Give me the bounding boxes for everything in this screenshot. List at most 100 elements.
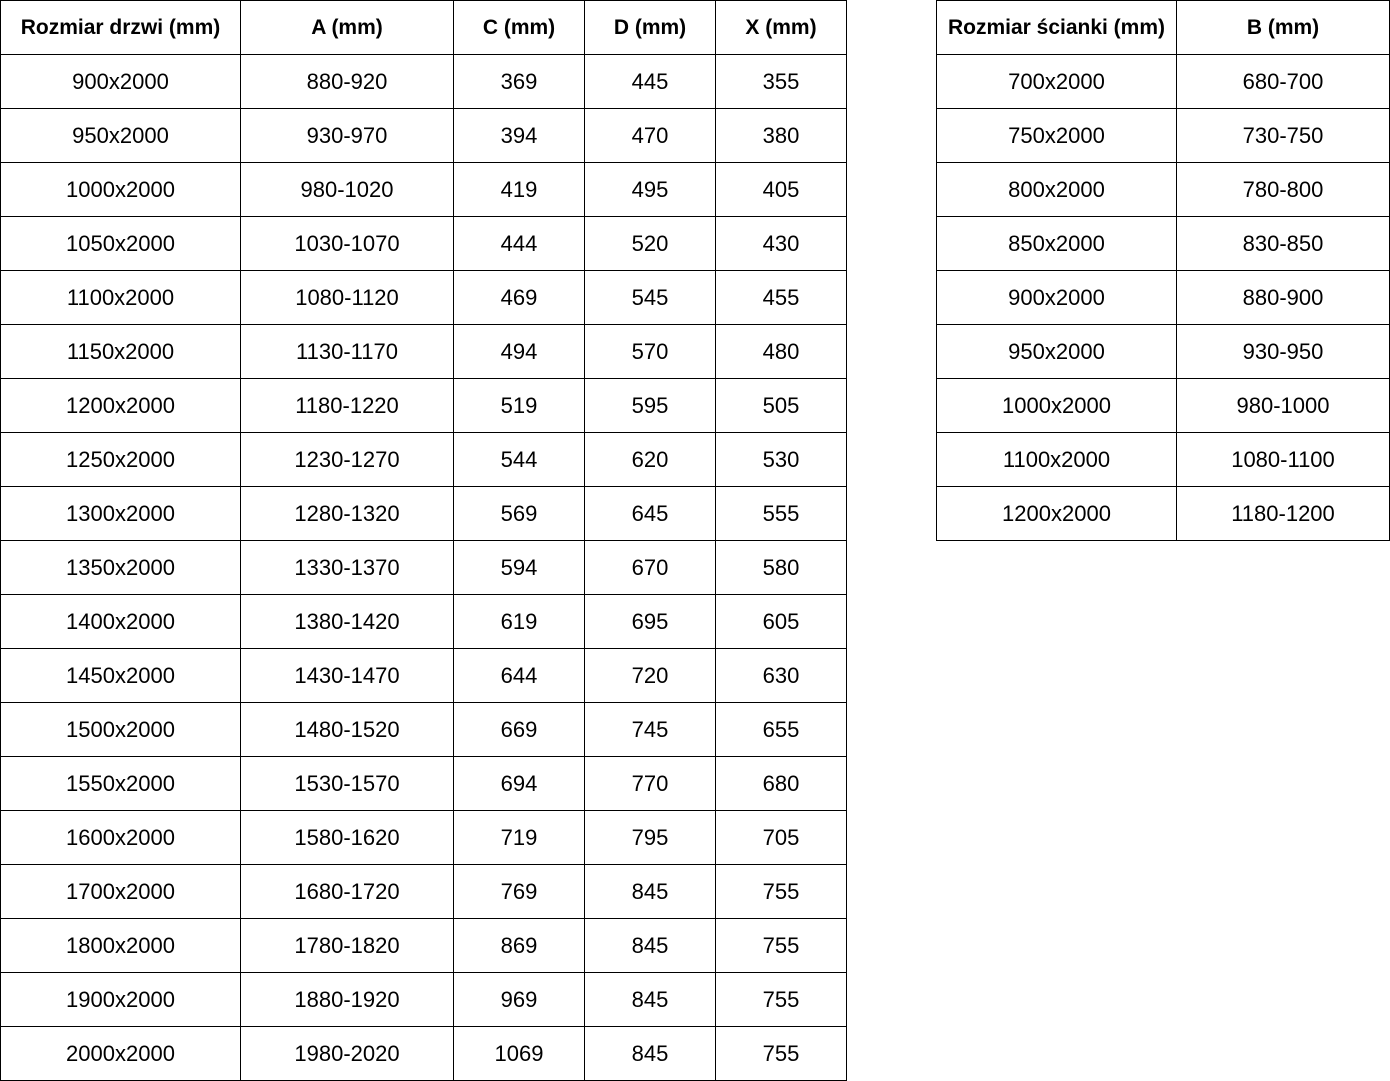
table-cell: 980-1020 bbox=[240, 162, 454, 217]
table-cell: 545 bbox=[584, 270, 716, 325]
table-cell: 355 bbox=[715, 54, 847, 109]
table-cell: 755 bbox=[715, 972, 847, 1027]
table-row: 1250x2000 1230-1270 544 620 530 bbox=[0, 432, 847, 487]
table-cell: 505 bbox=[715, 378, 847, 433]
table-cell: 1050x2000 bbox=[0, 216, 241, 271]
table-cell: 630 bbox=[715, 648, 847, 703]
table-cell: 620 bbox=[584, 432, 716, 487]
table-cell: 1250x2000 bbox=[0, 432, 241, 487]
table-cell: 720 bbox=[584, 648, 716, 703]
table-row: 1000x2000 980-1020 419 495 405 bbox=[0, 162, 847, 217]
table-cell: 869 bbox=[453, 918, 585, 973]
column-header: B (mm) bbox=[1176, 0, 1390, 55]
table-cell: 569 bbox=[453, 486, 585, 541]
table-cell: 1800x2000 bbox=[0, 918, 241, 973]
table-cell: 830-850 bbox=[1176, 216, 1390, 271]
table-row: 1150x2000 1130-1170 494 570 480 bbox=[0, 324, 847, 379]
table-cell: 445 bbox=[584, 54, 716, 109]
table-cell: 845 bbox=[584, 1026, 716, 1081]
table-cell: 469 bbox=[453, 270, 585, 325]
table-row: 700x2000 680-700 bbox=[936, 54, 1390, 109]
table-cell: 1380-1420 bbox=[240, 594, 454, 649]
table-cell: 950x2000 bbox=[0, 108, 241, 163]
table-row: 1050x2000 1030-1070 444 520 430 bbox=[0, 216, 847, 271]
table-cell: 755 bbox=[715, 918, 847, 973]
column-header: C (mm) bbox=[453, 0, 585, 55]
table-cell: 880-900 bbox=[1176, 270, 1390, 325]
table-row: 1200x2000 1180-1200 bbox=[936, 486, 1390, 541]
table-row: 1350x2000 1330-1370 594 670 580 bbox=[0, 540, 847, 595]
table-cell: 1230-1270 bbox=[240, 432, 454, 487]
table-cell: 394 bbox=[453, 108, 585, 163]
table-cell: 580 bbox=[715, 540, 847, 595]
table-cell: 470 bbox=[584, 108, 716, 163]
table-row: 1600x2000 1580-1620 719 795 705 bbox=[0, 810, 847, 865]
table-row: 1800x2000 1780-1820 869 845 755 bbox=[0, 918, 847, 973]
table-cell: 2000x2000 bbox=[0, 1026, 241, 1081]
table-row: 1700x2000 1680-1720 769 845 755 bbox=[0, 864, 847, 919]
table-cell: 655 bbox=[715, 702, 847, 757]
table-cell: 1480-1520 bbox=[240, 702, 454, 757]
table-cell: 1080-1100 bbox=[1176, 432, 1390, 487]
table-cell: 770 bbox=[584, 756, 716, 811]
table-cell: 645 bbox=[584, 486, 716, 541]
table-cell: 695 bbox=[584, 594, 716, 649]
table-cell: 930-950 bbox=[1176, 324, 1390, 379]
table-cell: 1069 bbox=[453, 1026, 585, 1081]
table-cell: 769 bbox=[453, 864, 585, 919]
column-header: Rozmiar drzwi (mm) bbox=[0, 0, 241, 55]
table-cell: 1180-1200 bbox=[1176, 486, 1390, 541]
table-cell: 1130-1170 bbox=[240, 324, 454, 379]
table-cell: 1580-1620 bbox=[240, 810, 454, 865]
table-cell: 1550x2000 bbox=[0, 756, 241, 811]
table-cell: 380 bbox=[715, 108, 847, 163]
table-cell: 1500x2000 bbox=[0, 702, 241, 757]
table-cell: 850x2000 bbox=[936, 216, 1177, 271]
table-cell: 1150x2000 bbox=[0, 324, 241, 379]
table-cell: 670 bbox=[584, 540, 716, 595]
table-cell: 845 bbox=[584, 864, 716, 919]
table-cell: 644 bbox=[453, 648, 585, 703]
table-cell: 750x2000 bbox=[936, 108, 1177, 163]
door-sizes-table: Rozmiar drzwi (mm) A (mm) C (mm) D (mm) X (m… bbox=[0, 0, 847, 1081]
table-cell: 1200x2000 bbox=[936, 486, 1177, 541]
table-cell: 800x2000 bbox=[936, 162, 1177, 217]
table-row: 800x2000 780-800 bbox=[936, 162, 1390, 217]
table-cell: 719 bbox=[453, 810, 585, 865]
table-cell: 369 bbox=[453, 54, 585, 109]
table-cell: 694 bbox=[453, 756, 585, 811]
table-cell: 520 bbox=[584, 216, 716, 271]
column-header: X (mm) bbox=[715, 0, 847, 55]
table-cell: 1180-1220 bbox=[240, 378, 454, 433]
table-cell: 795 bbox=[584, 810, 716, 865]
table-row: 1900x2000 1880-1920 969 845 755 bbox=[0, 972, 847, 1027]
table-cell: 455 bbox=[715, 270, 847, 325]
column-header: A (mm) bbox=[240, 0, 454, 55]
table-cell: 900x2000 bbox=[0, 54, 241, 109]
table-cell: 1330-1370 bbox=[240, 540, 454, 595]
table-cell: 980-1000 bbox=[1176, 378, 1390, 433]
table-row: 950x2000 930-950 bbox=[936, 324, 1390, 379]
table-cell: 570 bbox=[584, 324, 716, 379]
table-row: 1450x2000 1430-1470 644 720 630 bbox=[0, 648, 847, 703]
table-cell: 1430-1470 bbox=[240, 648, 454, 703]
table-row: 2000x2000 1980-2020 1069 845 755 bbox=[0, 1026, 847, 1081]
table-cell: 1400x2000 bbox=[0, 594, 241, 649]
table-row: 950x2000 930-970 394 470 380 bbox=[0, 108, 847, 163]
table-cell: 969 bbox=[453, 972, 585, 1027]
table-cell: 730-750 bbox=[1176, 108, 1390, 163]
column-header: D (mm) bbox=[584, 0, 716, 55]
table-cell: 619 bbox=[453, 594, 585, 649]
table-row: 1100x2000 1080-1100 bbox=[936, 432, 1390, 487]
table-cell: 845 bbox=[584, 972, 716, 1027]
table-cell: 705 bbox=[715, 810, 847, 865]
table-row: 1550x2000 1530-1570 694 770 680 bbox=[0, 756, 847, 811]
table-cell: 1680-1720 bbox=[240, 864, 454, 919]
table-cell: 430 bbox=[715, 216, 847, 271]
table-cell: 405 bbox=[715, 162, 847, 217]
table-cell: 530 bbox=[715, 432, 847, 487]
table-cell: 1450x2000 bbox=[0, 648, 241, 703]
table-cell: 1200x2000 bbox=[0, 378, 241, 433]
table-cell: 1900x2000 bbox=[0, 972, 241, 1027]
table-row: 1500x2000 1480-1520 669 745 655 bbox=[0, 702, 847, 757]
